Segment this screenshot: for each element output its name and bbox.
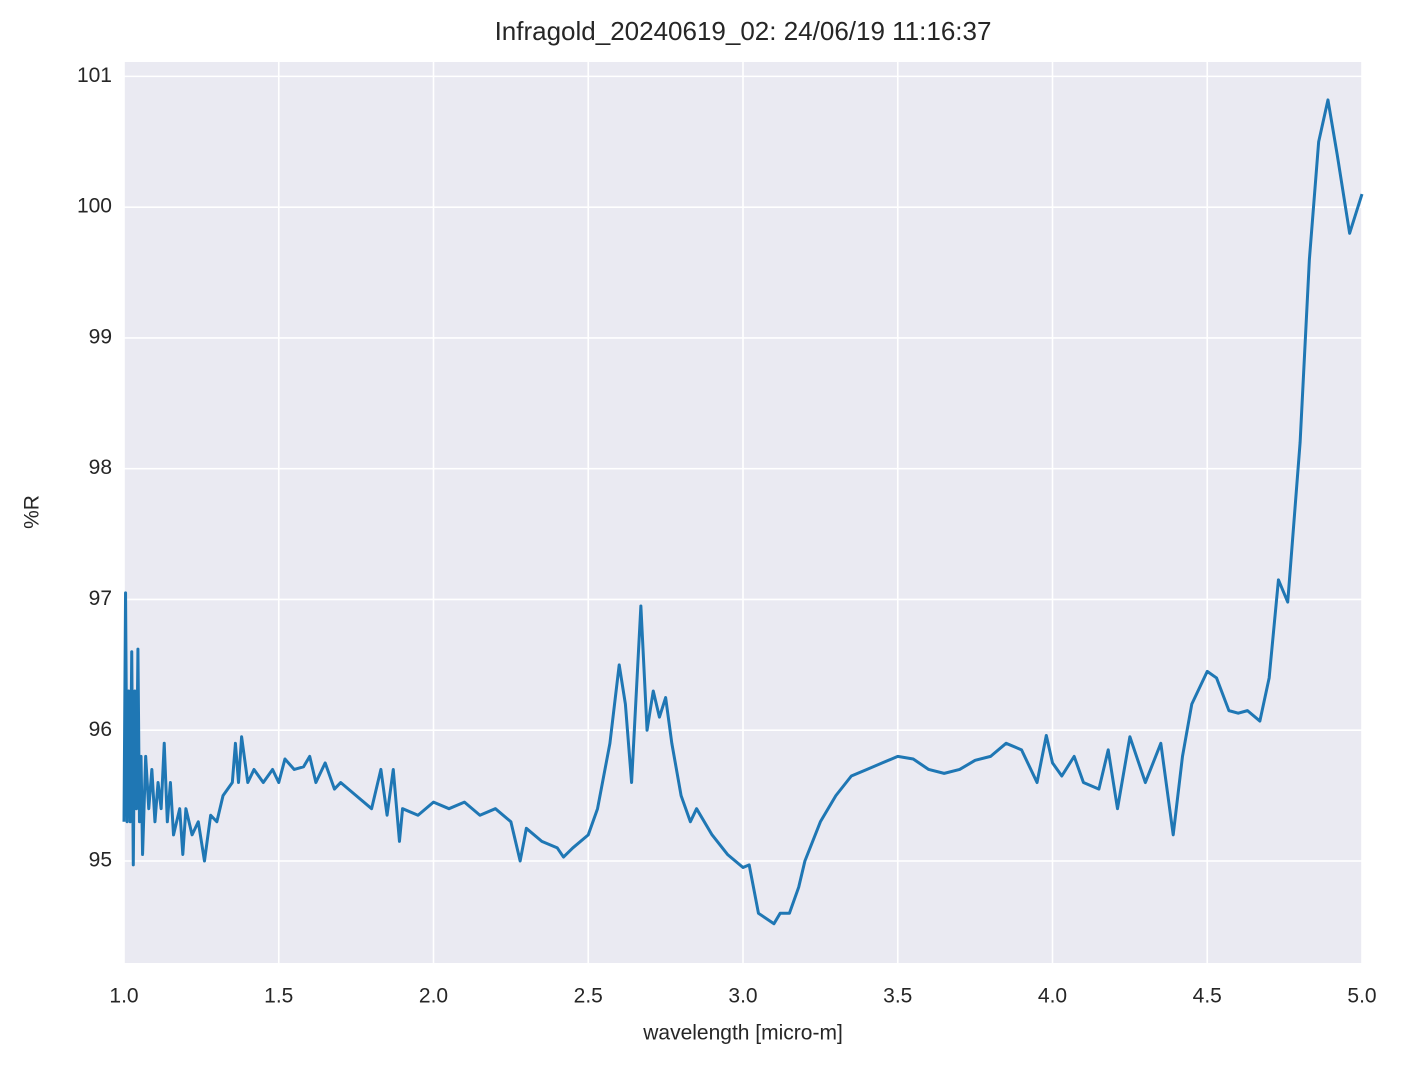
x-tick-label: 4.0 [1038, 985, 1067, 1008]
chart-title: Infragold_20240619_02: 24/06/19 11:16:37 [495, 16, 992, 46]
x-tick-label: 3.0 [728, 985, 757, 1008]
y-tick-label: 100 [77, 195, 112, 218]
x-tick-label: 1.5 [264, 985, 293, 1008]
y-tick-label: 99 [89, 325, 112, 348]
x-axis-label: wavelength [micro-m] [642, 1022, 843, 1045]
x-tick-label: 2.5 [574, 985, 603, 1008]
y-tick-label: 98 [89, 456, 112, 479]
x-tick-label: 5.0 [1347, 985, 1376, 1008]
y-axis-label: %R [21, 495, 44, 529]
y-tick-label: 95 [89, 849, 112, 872]
y-tick-label: 96 [89, 718, 112, 741]
x-tick-label: 1.0 [109, 985, 138, 1008]
y-tick-label: 97 [89, 587, 112, 610]
y-tick-label: 101 [77, 64, 112, 87]
x-tick-label: 4.5 [1193, 985, 1222, 1008]
x-tick-label: 3.5 [883, 985, 912, 1008]
data-line [122, 98, 1364, 926]
x-tick-label: 2.0 [419, 985, 448, 1008]
